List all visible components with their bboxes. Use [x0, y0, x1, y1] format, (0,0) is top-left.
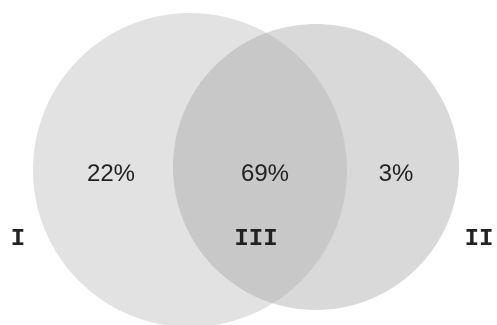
set-ii-share: 3% — [379, 160, 414, 187]
overlap-share: 69% — [241, 160, 289, 187]
set-i-label: I — [11, 226, 25, 253]
set-i-share: 22% — [87, 160, 135, 187]
overlap-label: III — [234, 226, 277, 253]
set-ii-label: II — [465, 226, 494, 253]
overlap-region-iii — [173, 24, 347, 310]
